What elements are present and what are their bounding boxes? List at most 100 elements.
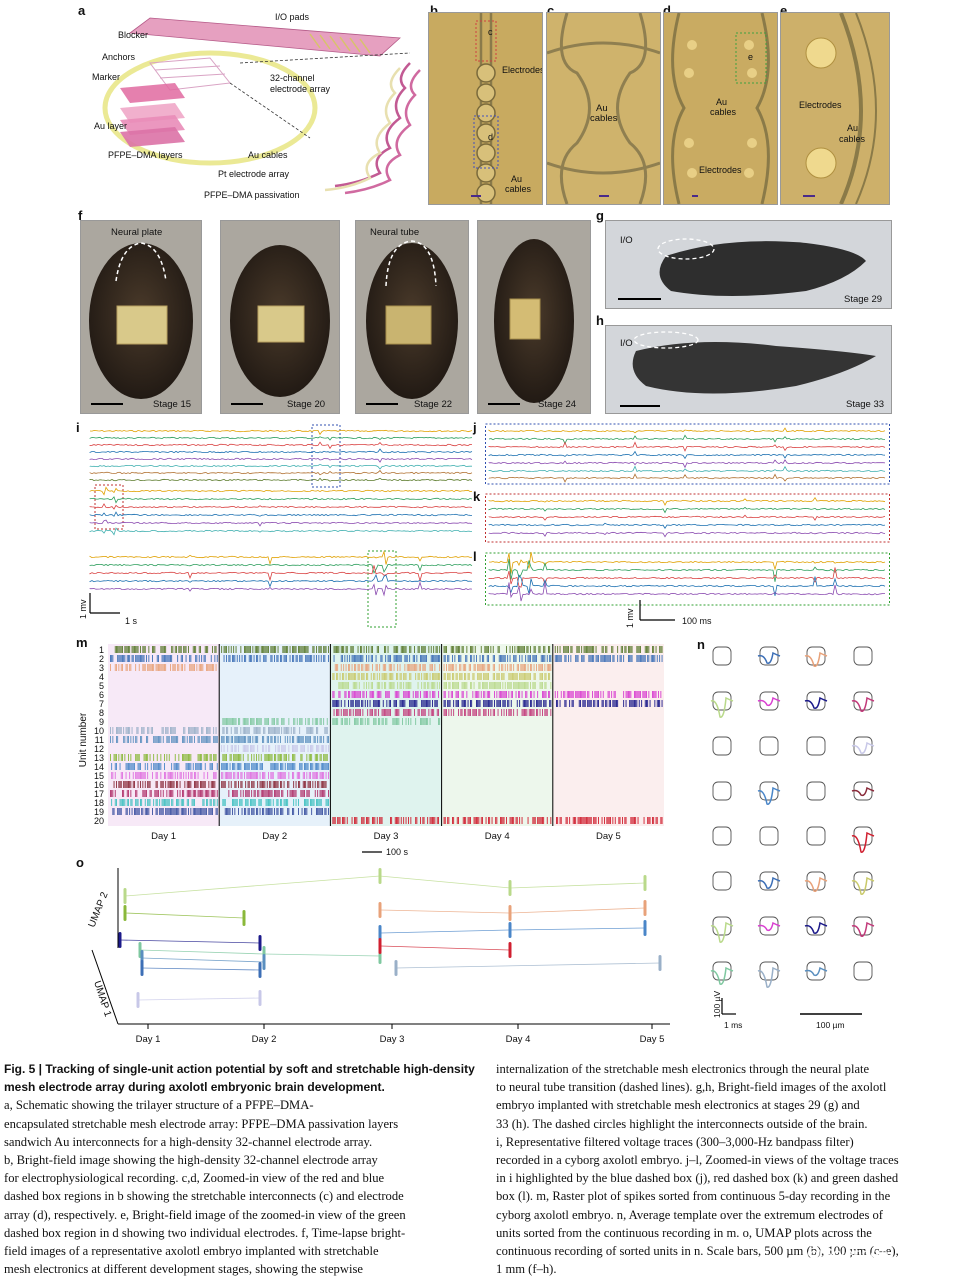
spike-mark — [369, 691, 371, 698]
spike-mark — [337, 673, 339, 680]
spike-mark — [465, 709, 467, 716]
spike-mark — [307, 745, 309, 752]
spike-mark — [117, 736, 119, 743]
spike-mark — [289, 763, 291, 770]
spike-mark — [119, 763, 121, 770]
spike-mark — [248, 772, 250, 779]
spike-mark — [159, 763, 161, 770]
spike-mark — [277, 790, 279, 797]
spike-mark — [125, 781, 127, 788]
spike-mark — [216, 763, 218, 770]
spike-mark — [188, 808, 189, 815]
spike-mark — [404, 691, 406, 698]
spike-mark — [269, 745, 271, 752]
spike-mark — [477, 691, 479, 698]
spike-mark — [300, 790, 302, 797]
spike-mark — [171, 790, 173, 797]
spike-mark — [136, 772, 138, 779]
spike-mark — [178, 664, 180, 671]
spike-mark — [284, 799, 286, 806]
spike-mark — [502, 691, 504, 698]
spike-mark — [360, 646, 361, 653]
template-cell — [712, 781, 732, 801]
spike-mark — [342, 682, 343, 689]
spike-mark — [197, 781, 199, 788]
spike-mark — [177, 799, 179, 806]
spike-mark — [348, 682, 349, 689]
spike-mark — [380, 817, 382, 824]
spike-mark — [506, 646, 507, 653]
spike-mark — [112, 727, 114, 734]
spike-mark — [317, 745, 319, 752]
spike-mark — [144, 808, 146, 815]
spike-mark — [397, 691, 399, 698]
spike-mark — [293, 781, 295, 788]
spike-mark — [146, 736, 147, 743]
spike-mark — [311, 727, 313, 734]
spike-mark — [332, 817, 334, 824]
spike-mark — [233, 799, 235, 806]
spike-mark — [538, 817, 540, 824]
spike-mark — [477, 817, 479, 824]
spike-mark — [210, 790, 212, 797]
caption-right-line: box (l). m, Raster plot of spikes sorted… — [496, 1189, 891, 1204]
spike-mark — [162, 790, 164, 797]
spike-mark — [602, 700, 604, 707]
spike-mark — [130, 763, 132, 770]
spike-mark — [474, 817, 476, 824]
spike-mark — [532, 655, 534, 662]
spike-mark — [550, 700, 552, 707]
spike-mark — [241, 808, 243, 815]
spike-mark — [343, 646, 345, 653]
spike-mark — [299, 646, 301, 653]
spike-mark — [147, 754, 149, 761]
spike-mark — [185, 772, 187, 779]
spike-mark — [443, 646, 445, 653]
spike-mark — [564, 700, 566, 707]
spike-mark — [210, 763, 212, 770]
spike-mark — [455, 673, 457, 680]
spike-mark — [292, 790, 293, 797]
spike-mark — [310, 754, 311, 761]
spike-mark — [588, 700, 590, 707]
spike-mark — [416, 691, 418, 698]
spike-mark — [241, 799, 243, 806]
spike-mark — [589, 655, 591, 662]
spike-mark — [227, 736, 229, 743]
spike-mark — [496, 682, 498, 689]
spike-mark — [277, 718, 279, 725]
umap-cluster — [378, 925, 382, 941]
spike-mark — [456, 682, 458, 689]
label-au-cables: Au cables — [248, 150, 288, 160]
spike-mark — [204, 781, 206, 788]
spike-mark — [269, 799, 271, 806]
spike-mark — [443, 691, 445, 698]
spike-mark — [539, 673, 541, 680]
label-anchors: Anchors — [102, 52, 136, 62]
spike-mark — [640, 646, 641, 653]
spike-mark — [397, 718, 399, 725]
spike-mark — [236, 727, 238, 734]
spike-mark — [345, 709, 347, 716]
spike-mark — [226, 763, 227, 770]
spike-mark — [265, 646, 267, 653]
spike-mark — [575, 691, 577, 698]
spike-mark — [512, 673, 513, 680]
spike-mark — [408, 718, 409, 725]
spike-mark — [342, 718, 343, 725]
spike-mark — [188, 754, 189, 761]
spike-mark — [564, 655, 566, 662]
spike-mark — [299, 727, 301, 734]
spike-mark — [405, 682, 407, 689]
spike-mark — [336, 709, 337, 716]
spike-mark — [124, 799, 126, 806]
spike-mark — [378, 682, 379, 689]
spike-mark — [544, 682, 546, 689]
spike-mark — [521, 682, 523, 689]
spike-mark — [447, 673, 449, 680]
spike-mark — [526, 673, 528, 680]
voltage-trace — [89, 519, 473, 527]
spike-mark — [363, 673, 365, 680]
spike-mark — [120, 808, 122, 815]
umap-track — [379, 945, 511, 951]
